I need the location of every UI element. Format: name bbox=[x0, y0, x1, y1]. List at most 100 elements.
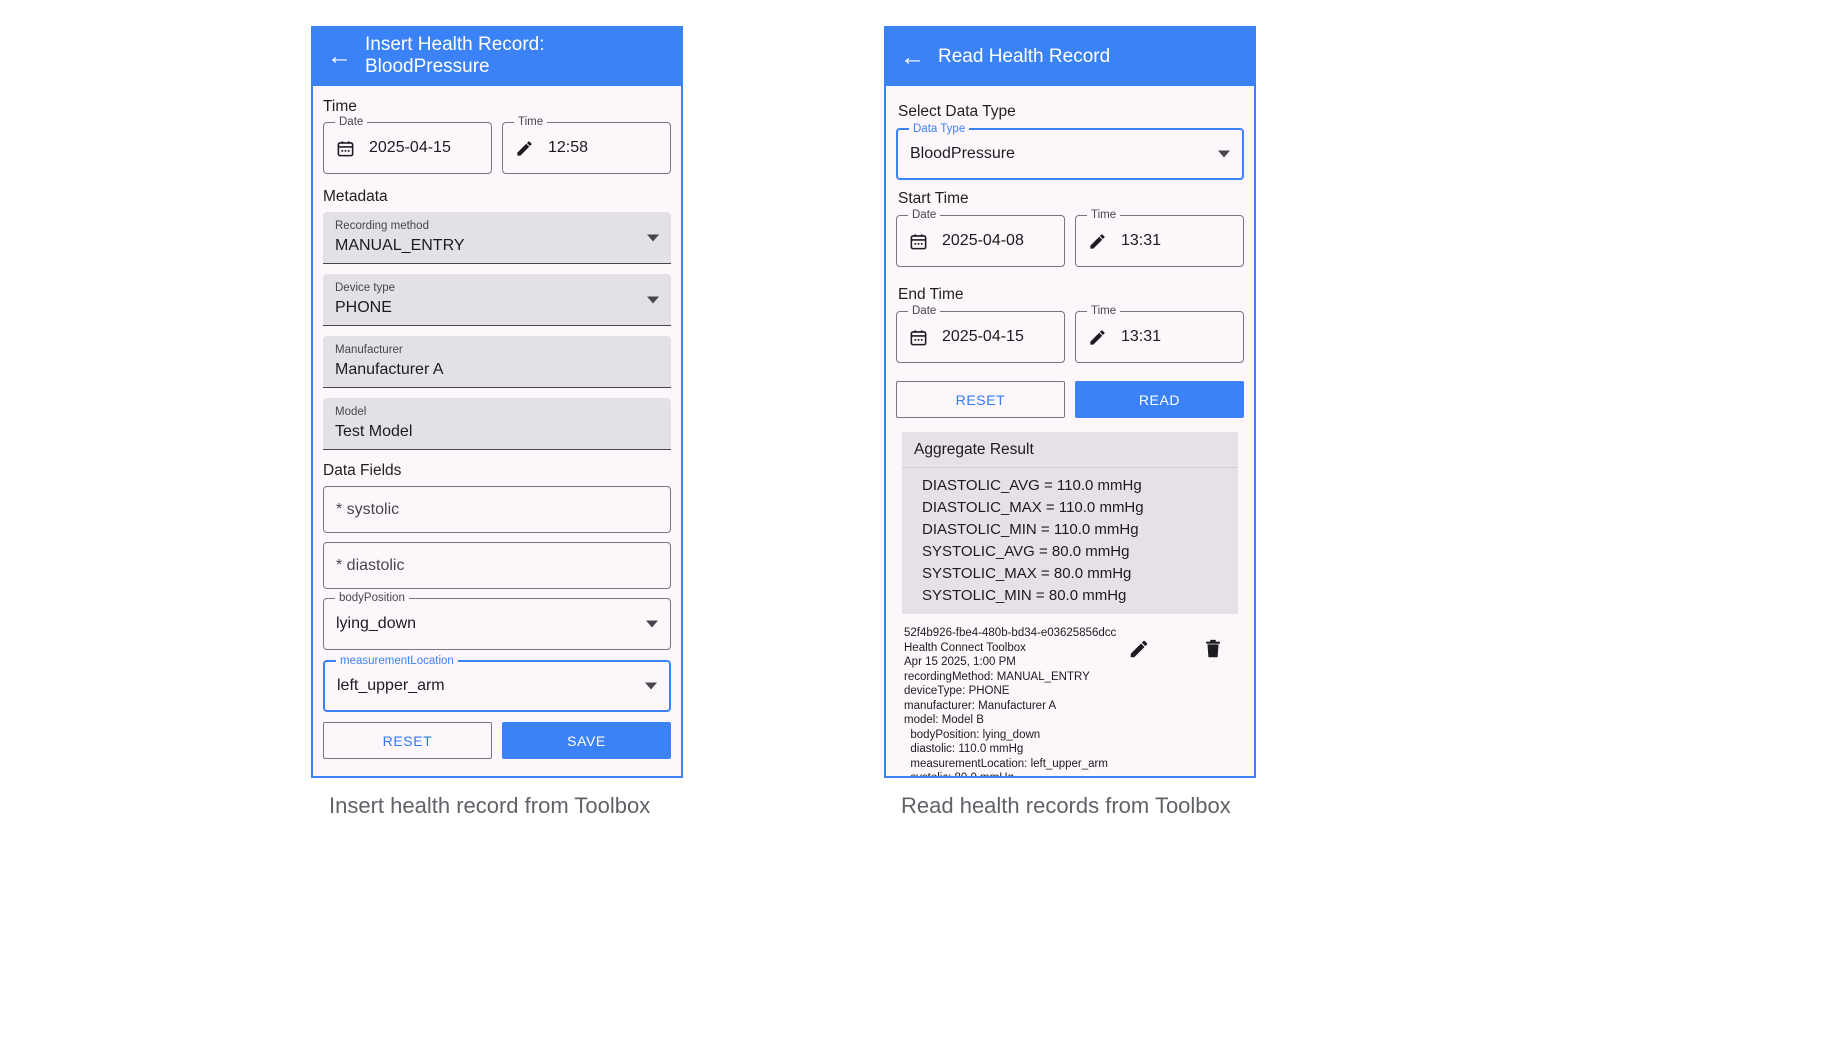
insert-time-row: Date 2025-04-15 Time 12:58 bbox=[323, 115, 671, 184]
read-read-button[interactable]: READ bbox=[1075, 381, 1244, 418]
calendar-icon bbox=[909, 328, 928, 347]
pencil-icon bbox=[1088, 328, 1107, 347]
select-data-type-heading: Select Data Type bbox=[898, 103, 1016, 120]
trash-icon[interactable] bbox=[1202, 638, 1224, 660]
end-date-field[interactable]: Date 2025-04-15 bbox=[896, 304, 1065, 363]
record-device-type: deviceType: PHONE bbox=[904, 685, 1010, 697]
insert-date-field[interactable]: Date 2025-04-15 bbox=[323, 115, 492, 174]
read-panel-body: Select Data Type Data Type BloodPressure… bbox=[886, 86, 1254, 778]
read-panel-caption: Read health records from Toolbox bbox=[901, 793, 1231, 818]
end-date-value: 2025-04-15 bbox=[942, 328, 1024, 345]
record-uuid: 52f4b926-fbe4-480b-bd34-e03625856dcc bbox=[904, 627, 1117, 639]
end-time-field[interactable]: Time 13:31 bbox=[1075, 304, 1244, 363]
body-position-label: bodyPosition bbox=[335, 591, 409, 605]
insert-panel-caption: Insert health record from Toolbox bbox=[329, 793, 651, 818]
end-date-label: Date bbox=[908, 304, 941, 318]
start-date-field[interactable]: Date 2025-04-08 bbox=[896, 208, 1065, 267]
start-date-label: Date bbox=[908, 208, 941, 222]
read-health-record-panel: ← Read Health Record Select Data Type Da… bbox=[884, 26, 1256, 778]
model-field[interactable]: Model Test Model bbox=[323, 398, 671, 450]
start-time-row: Date 2025-04-08 Time 13:31 bbox=[896, 208, 1244, 277]
list-item: DIASTOLIC_AVG = 110.0 mmHg bbox=[922, 476, 1142, 494]
back-arrow-icon[interactable]: ← bbox=[900, 42, 925, 71]
record-model: model: Model B bbox=[904, 714, 984, 726]
insert-time-field[interactable]: Time 12:58 bbox=[502, 115, 671, 174]
chevron-down-icon bbox=[1218, 150, 1230, 158]
data-type-value: BloodPressure bbox=[910, 145, 1015, 162]
body-position-value: lying_down bbox=[336, 615, 417, 632]
insert-panel-body: Time Date 2025-04-15 Time 12:58 bbox=[313, 86, 681, 769]
insert-button-row: RESET SAVE bbox=[323, 722, 671, 759]
read-appbar-title: Read Health Record bbox=[938, 45, 1111, 67]
pencil-icon bbox=[1088, 232, 1107, 251]
manufacturer-label: Manufacturer bbox=[335, 344, 403, 356]
back-arrow-icon[interactable]: ← bbox=[327, 41, 352, 70]
record-body-position: bodyPosition: lying_down bbox=[904, 728, 1041, 741]
model-value: Test Model bbox=[335, 423, 413, 440]
manufacturer-value: Manufacturer A bbox=[335, 361, 444, 378]
read-appbar: ← Read Health Record bbox=[886, 28, 1254, 86]
measurement-location-value: left_upper_arm bbox=[337, 677, 445, 694]
insert-date-value: 2025-04-15 bbox=[369, 139, 451, 156]
model-label: Model bbox=[335, 406, 367, 418]
record-systolic: systolic: 80.0 mmHg bbox=[904, 772, 1014, 778]
record-diastolic: diastolic: 110.0 mmHg bbox=[904, 743, 1024, 755]
read-button-row: RESET READ bbox=[896, 381, 1244, 418]
aggregate-result-card: Aggregate Result DIASTOLIC_AVG = 110.0 m… bbox=[902, 432, 1238, 614]
measurement-location-label: measurementLocation bbox=[336, 654, 458, 668]
systolic-input[interactable]: * systolic bbox=[323, 486, 671, 533]
list-item: DIASTOLIC_MIN = 110.0 mmHg bbox=[922, 520, 1139, 538]
insert-time-label: Time bbox=[514, 115, 548, 129]
pencil-icon bbox=[515, 139, 534, 158]
record-recording-method: recordingMethod: MANUAL_ENTRY bbox=[904, 670, 1090, 683]
list-item: SYSTOLIC_MIN = 80.0 mmHg bbox=[922, 586, 1127, 604]
recording-method-label: Recording method bbox=[335, 220, 429, 232]
end-time-value: 13:31 bbox=[1121, 328, 1162, 345]
end-time-heading: End Time bbox=[898, 286, 964, 303]
end-time-row: Date 2025-04-15 Time 13:31 bbox=[896, 304, 1244, 373]
device-type-value: PHONE bbox=[335, 299, 392, 316]
device-type-field[interactable]: Device type PHONE bbox=[323, 274, 671, 326]
data-type-dropdown[interactable]: Data Type BloodPressure bbox=[896, 122, 1244, 180]
device-type-label: Device type bbox=[335, 282, 396, 294]
insert-appbar: ← Insert Health Record: BloodPressure bbox=[313, 28, 681, 86]
measurement-location-dropdown[interactable]: measurementLocation left_upper_arm bbox=[323, 654, 671, 712]
insert-appbar-title: Insert Health Record: BloodPressure bbox=[365, 33, 545, 77]
list-item: SYSTOLIC_MAX = 80.0 mmHg bbox=[922, 564, 1132, 582]
insert-save-button[interactable]: SAVE bbox=[502, 722, 671, 759]
record-timestamp: Apr 15 2025, 1:00 PM bbox=[904, 656, 1016, 668]
start-time-label: Time bbox=[1087, 208, 1121, 222]
manufacturer-field[interactable]: Manufacturer Manufacturer A bbox=[323, 336, 671, 388]
aggregate-result-title: Aggregate Result bbox=[902, 432, 1238, 468]
start-time-field[interactable]: Time 13:31 bbox=[1075, 208, 1244, 267]
list-item: SYSTOLIC_AVG = 80.0 mmHg bbox=[922, 542, 1130, 560]
start-date-value: 2025-04-08 bbox=[942, 232, 1024, 249]
calendar-icon bbox=[336, 139, 355, 158]
read-reset-button[interactable]: RESET bbox=[896, 381, 1065, 418]
recording-method-value: MANUAL_ENTRY bbox=[335, 237, 465, 254]
record-manufacturer: manufacturer: Manufacturer A bbox=[904, 699, 1057, 712]
chevron-down-icon bbox=[645, 682, 657, 690]
record-detail-row: 52f4b926-fbe4-480b-bd34-e03625856dcc Hea… bbox=[896, 614, 1244, 778]
list-item: DIASTOLIC_MAX = 110.0 mmHg bbox=[922, 498, 1144, 516]
time-section-heading: Time bbox=[323, 98, 357, 115]
end-time-label: Time bbox=[1087, 304, 1121, 318]
body-position-dropdown[interactable]: bodyPosition lying_down bbox=[323, 591, 671, 650]
calendar-icon bbox=[909, 232, 928, 251]
data-fields-section-heading: Data Fields bbox=[323, 462, 402, 479]
record-action-buttons bbox=[1118, 626, 1238, 660]
chevron-down-icon bbox=[647, 234, 659, 241]
chevron-down-icon bbox=[646, 620, 658, 628]
metadata-section-heading: Metadata bbox=[323, 188, 388, 205]
record-app-name: Health Connect Toolbox bbox=[904, 641, 1026, 654]
data-type-label: Data Type bbox=[909, 122, 970, 136]
diastolic-input[interactable]: * diastolic bbox=[323, 542, 671, 589]
record-measurement-location: measurementLocation: left_upper_arm bbox=[904, 757, 1108, 770]
insert-reset-button[interactable]: RESET bbox=[323, 722, 492, 759]
insert-time-value: 12:58 bbox=[548, 139, 589, 156]
insert-date-label: Date bbox=[335, 115, 368, 129]
pencil-icon[interactable] bbox=[1128, 638, 1150, 660]
aggregate-result-list: DIASTOLIC_AVG = 110.0 mmHg DIASTOLIC_MAX… bbox=[902, 468, 1238, 614]
recording-method-field[interactable]: Recording method MANUAL_ENTRY bbox=[323, 212, 671, 264]
